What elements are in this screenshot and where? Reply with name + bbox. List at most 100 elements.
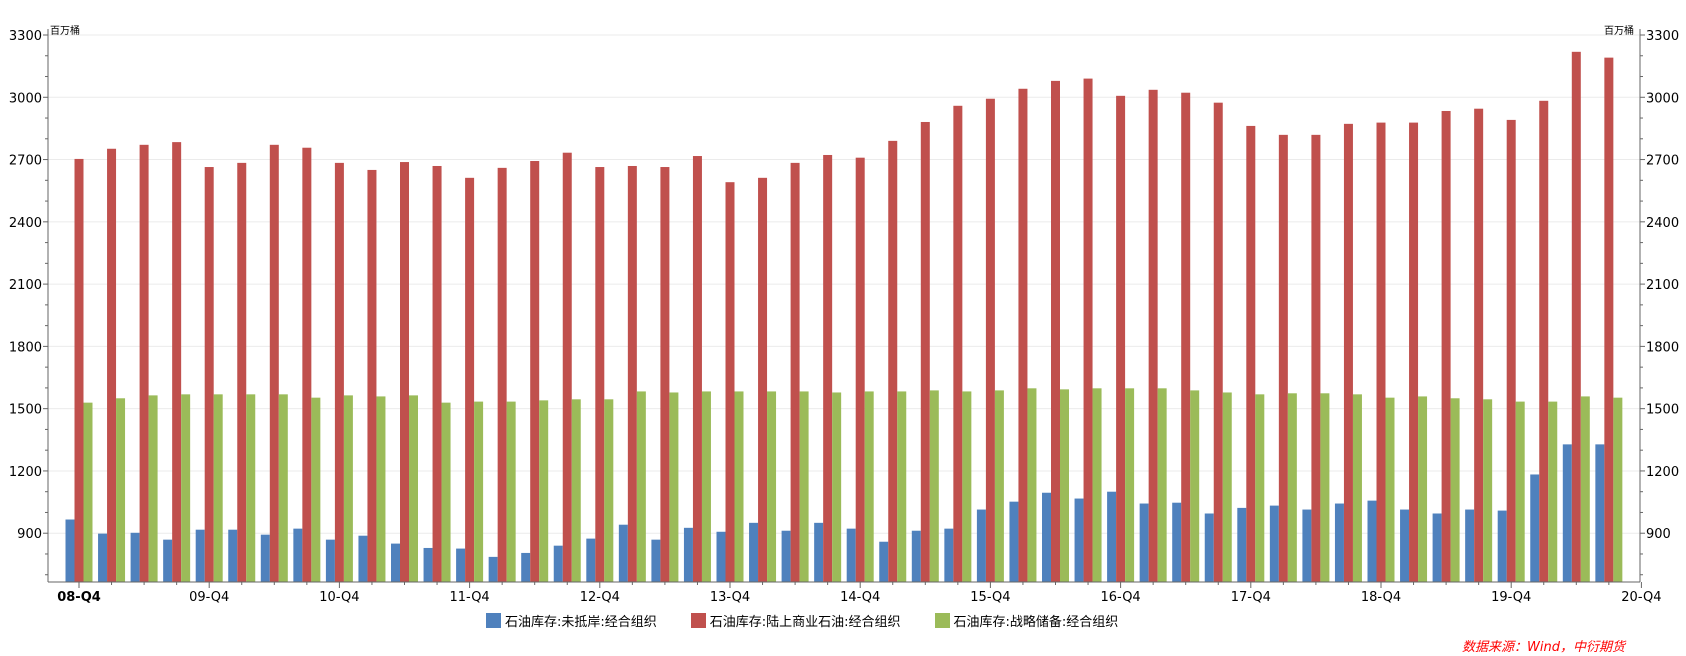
bar-strategic bbox=[1515, 401, 1525, 582]
legend-swatch bbox=[690, 613, 706, 628]
bar-offshore bbox=[65, 519, 75, 582]
bar-strategic bbox=[246, 394, 256, 582]
bar-onshore bbox=[1604, 57, 1614, 583]
bar-strategic bbox=[1222, 392, 1232, 582]
bar-offshore bbox=[358, 535, 368, 582]
bar-onshore bbox=[1409, 122, 1419, 583]
bar-strategic bbox=[148, 395, 158, 582]
y-tick-label-right: 3000 bbox=[1646, 91, 1679, 106]
bar-offshore bbox=[1107, 491, 1117, 582]
bar-offshore bbox=[293, 528, 303, 582]
bar-strategic bbox=[181, 394, 191, 582]
bar-offshore bbox=[260, 534, 270, 582]
bar-onshore bbox=[725, 182, 735, 582]
bar-offshore bbox=[1042, 492, 1051, 582]
bar-strategic bbox=[994, 390, 1004, 582]
bar-onshore bbox=[139, 144, 149, 582]
bar-offshore bbox=[456, 548, 466, 582]
y-tick-label-left: 1800 bbox=[9, 340, 42, 355]
bar-onshore bbox=[1539, 100, 1549, 583]
bar-offshore bbox=[1562, 444, 1572, 582]
bar-onshore bbox=[237, 162, 247, 582]
bar-onshore bbox=[204, 167, 214, 582]
bar-strategic bbox=[376, 396, 386, 582]
bar-offshore bbox=[749, 522, 759, 582]
legend-item-strategic-reserve[interactable]: 石油库存:战略储备:经合组织 bbox=[934, 611, 1119, 630]
bar-strategic bbox=[409, 395, 418, 582]
y-tick-label-right: 1800 bbox=[1646, 340, 1679, 355]
bar-offshore bbox=[423, 547, 433, 582]
bar-strategic bbox=[278, 394, 288, 582]
bar-onshore bbox=[1311, 134, 1321, 582]
bar-onshore bbox=[1571, 51, 1581, 582]
bar-onshore bbox=[1018, 88, 1028, 583]
bar-onshore bbox=[692, 156, 702, 582]
bar-strategic bbox=[669, 392, 679, 582]
bar-onshore bbox=[1506, 119, 1516, 583]
bar-offshore bbox=[976, 509, 986, 582]
bar-onshore bbox=[1278, 134, 1288, 582]
bar-onshore bbox=[172, 142, 182, 582]
bar-strategic bbox=[1418, 396, 1428, 582]
legend-label: 石油库存:战略储备:经合组织 bbox=[953, 615, 1119, 630]
bar-onshore bbox=[627, 165, 637, 582]
x-tick-label: 19-Q4 bbox=[1491, 590, 1531, 605]
bar-offshore bbox=[1497, 510, 1507, 582]
y-tick-label-left: 2700 bbox=[9, 154, 42, 169]
bar-strategic bbox=[311, 397, 321, 582]
bar-onshore bbox=[367, 169, 377, 582]
bar-onshore bbox=[1116, 95, 1126, 582]
bar-offshore bbox=[488, 556, 498, 582]
bar-offshore bbox=[618, 524, 628, 582]
legend: 石油库存:未抵岸:经合组织 石油库存:陆上商业石油:经合组织 石油库存:战略储备… bbox=[486, 611, 1118, 630]
bar-offshore bbox=[1302, 509, 1312, 582]
bar-onshore bbox=[530, 161, 540, 583]
y-tick-label-right: 1500 bbox=[1646, 403, 1679, 418]
y-tick-label-left: 1500 bbox=[9, 403, 42, 418]
bar-strategic bbox=[832, 392, 842, 582]
bar-offshore bbox=[1334, 503, 1344, 582]
bar-strategic bbox=[1092, 388, 1102, 582]
bar-offshore bbox=[911, 530, 921, 582]
bar-onshore bbox=[302, 147, 312, 582]
bar-onshore bbox=[888, 140, 898, 582]
y-tick-label-left: 900 bbox=[17, 527, 42, 542]
bar-strategic bbox=[1287, 393, 1297, 582]
bar-offshore bbox=[1204, 513, 1214, 582]
bar-onshore bbox=[465, 177, 475, 582]
data-source-note: 数据来源：Wind，中衍期货 bbox=[1462, 640, 1625, 655]
bar-onshore bbox=[400, 162, 409, 582]
bar-strategic bbox=[1385, 397, 1395, 582]
bar-strategic bbox=[734, 391, 744, 582]
bar-strategic bbox=[213, 394, 223, 582]
legend-label: 石油库存:陆上商业石油:经合组织 bbox=[709, 615, 901, 630]
bar-strategic bbox=[1125, 388, 1135, 582]
bar-strategic bbox=[116, 398, 126, 582]
legend-item-onshore-commercial[interactable]: 石油库存:陆上商业石油:经合组织 bbox=[690, 611, 901, 630]
bar-offshore bbox=[1465, 509, 1475, 582]
legend-item-offshore[interactable]: 石油库存:未抵岸:经合组织 bbox=[486, 611, 657, 630]
y-tick-label-left: 3300 bbox=[9, 29, 42, 44]
bar-onshore bbox=[107, 148, 117, 582]
bar-offshore bbox=[1237, 507, 1247, 582]
right-axis-unit: 百万桶 bbox=[1604, 26, 1634, 37]
bar-strategic bbox=[571, 399, 581, 582]
bar-strategic bbox=[1580, 396, 1590, 582]
bar-offshore bbox=[1172, 502, 1182, 582]
bar-offshore bbox=[1009, 501, 1019, 582]
bar-strategic bbox=[1190, 390, 1200, 582]
x-tick-label: 15-Q4 bbox=[970, 590, 1010, 605]
bar-offshore bbox=[521, 552, 531, 582]
bar-offshore bbox=[716, 531, 726, 582]
bar-onshore bbox=[1343, 123, 1353, 583]
bar-offshore bbox=[683, 527, 693, 582]
bar-strategic bbox=[83, 402, 93, 582]
bar-onshore bbox=[1148, 89, 1158, 582]
y-tick-label-left: 2400 bbox=[9, 216, 42, 231]
bar-onshore bbox=[595, 167, 605, 582]
bar-offshore bbox=[879, 541, 889, 582]
bar-offshore bbox=[1530, 474, 1540, 582]
y-tick-label-right: 1200 bbox=[1646, 465, 1679, 480]
bar-offshore bbox=[846, 528, 856, 582]
bar-strategic bbox=[1320, 393, 1330, 582]
